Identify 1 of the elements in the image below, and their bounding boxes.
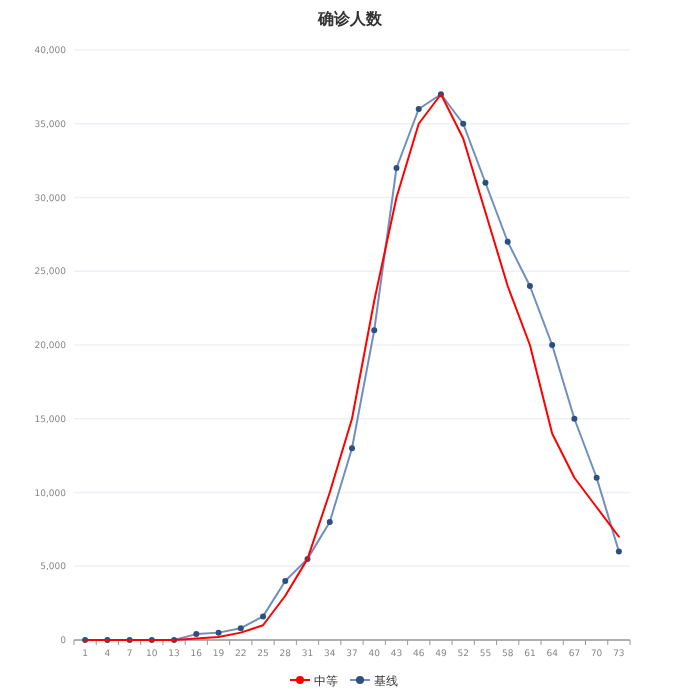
- chart-title: 确诊人数: [316, 10, 384, 28]
